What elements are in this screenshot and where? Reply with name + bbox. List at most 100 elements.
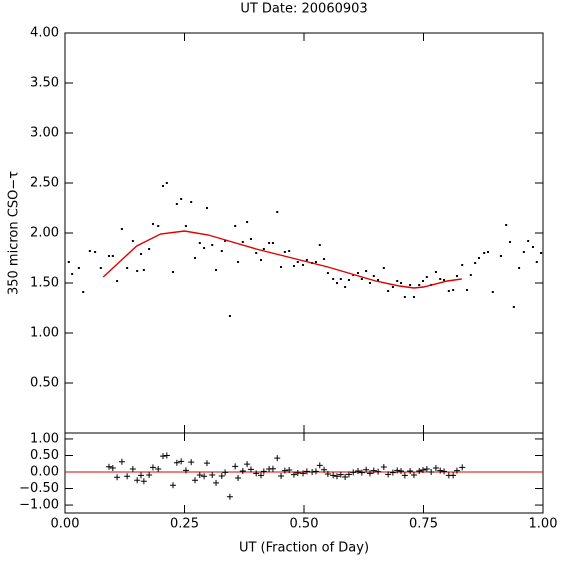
- data-point: [339, 278, 342, 280]
- data-point: [387, 290, 390, 292]
- y-tick-label: 3.00: [30, 126, 59, 141]
- residual-point: [453, 467, 460, 474]
- data-point: [262, 248, 265, 250]
- y-tick-label: 4.00: [30, 26, 59, 41]
- data-point: [288, 250, 291, 252]
- data-point: [67, 261, 70, 263]
- data-point: [205, 207, 208, 209]
- residual-point: [303, 468, 310, 475]
- residual-point: [281, 467, 288, 474]
- data-point: [94, 251, 97, 253]
- data-point: [474, 262, 477, 264]
- data-point: [391, 286, 394, 288]
- residual-point: [269, 465, 276, 472]
- data-point: [323, 258, 326, 260]
- residual-point: [159, 453, 166, 460]
- residual-point: [138, 472, 145, 479]
- data-point: [382, 267, 385, 269]
- data-point: [365, 270, 368, 272]
- residual-point: [222, 469, 229, 476]
- data-point: [425, 276, 428, 278]
- residual-point: [337, 471, 344, 478]
- data-point: [314, 261, 317, 263]
- residual-point: [355, 468, 362, 475]
- residual-point: [260, 468, 267, 475]
- x-tick-label: 0.25: [170, 517, 199, 532]
- data-point: [255, 252, 258, 254]
- residual-point: [416, 468, 423, 475]
- data-point: [477, 257, 480, 259]
- residual-point: [350, 469, 357, 476]
- y-tick-label: 1.00: [30, 326, 59, 341]
- y-tick-label: 3.50: [30, 76, 59, 91]
- y-axis-label: 350 micron CSO−τ: [7, 171, 22, 295]
- data-point: [241, 241, 244, 243]
- residual-point: [401, 472, 408, 479]
- residual-point: [218, 472, 225, 479]
- data-point: [332, 278, 335, 280]
- data-point: [276, 211, 279, 213]
- data-point: [377, 279, 380, 281]
- data-point: [126, 267, 129, 269]
- data-point: [347, 279, 350, 281]
- data-point: [190, 201, 193, 203]
- x-tick-label: 1.00: [529, 517, 558, 532]
- data-point: [292, 265, 295, 267]
- data-point: [344, 286, 347, 288]
- residual-point: [149, 464, 156, 471]
- data-point: [259, 259, 262, 261]
- data-point: [412, 296, 415, 298]
- data-point: [224, 240, 227, 242]
- residual-point: [370, 467, 377, 474]
- y-tick-label: −0.50: [19, 481, 59, 496]
- data-point: [305, 259, 308, 261]
- residual-point: [173, 459, 180, 466]
- x-tick-label: 0.50: [290, 517, 319, 532]
- fit-line: [102, 230, 462, 289]
- data-point: [280, 266, 283, 268]
- residual-point: [146, 471, 153, 478]
- data-point: [443, 279, 446, 281]
- data-point: [203, 247, 206, 249]
- data-point: [194, 257, 197, 259]
- data-point: [491, 291, 494, 293]
- data-point: [418, 284, 421, 286]
- residual-point: [109, 465, 116, 472]
- data-point: [535, 261, 538, 263]
- data-point: [71, 273, 74, 275]
- data-point: [107, 255, 110, 257]
- y-tick-label: 0.00: [30, 465, 59, 480]
- residual-point: [358, 469, 365, 476]
- x-tick-label: 0.75: [409, 517, 438, 532]
- data-point: [483, 252, 486, 254]
- residual-point: [321, 466, 328, 473]
- data-point: [465, 289, 468, 291]
- residual-point: [380, 464, 387, 471]
- data-point: [357, 272, 360, 274]
- residual-point: [309, 469, 316, 476]
- residual-point: [114, 474, 121, 481]
- residual-point: [235, 474, 242, 481]
- data-point: [165, 182, 168, 184]
- data-point: [447, 290, 450, 292]
- residual-point: [363, 466, 370, 473]
- residual-point: [286, 467, 293, 474]
- residual-point: [294, 470, 301, 476]
- data-point: [439, 278, 442, 280]
- residual-point: [324, 470, 331, 477]
- data-point: [246, 221, 249, 223]
- data-point: [220, 250, 223, 252]
- y-tick-label: 0.50: [30, 448, 59, 463]
- data-point: [296, 261, 299, 263]
- residual-point: [196, 471, 203, 478]
- residual-point: [459, 464, 466, 471]
- data-point: [318, 244, 321, 246]
- data-point: [140, 253, 143, 255]
- data-point: [302, 264, 305, 266]
- data-point: [157, 225, 160, 227]
- residual-point: [118, 458, 125, 465]
- residual-point: [247, 466, 254, 473]
- data-point: [142, 269, 145, 271]
- residual-point: [192, 477, 199, 484]
